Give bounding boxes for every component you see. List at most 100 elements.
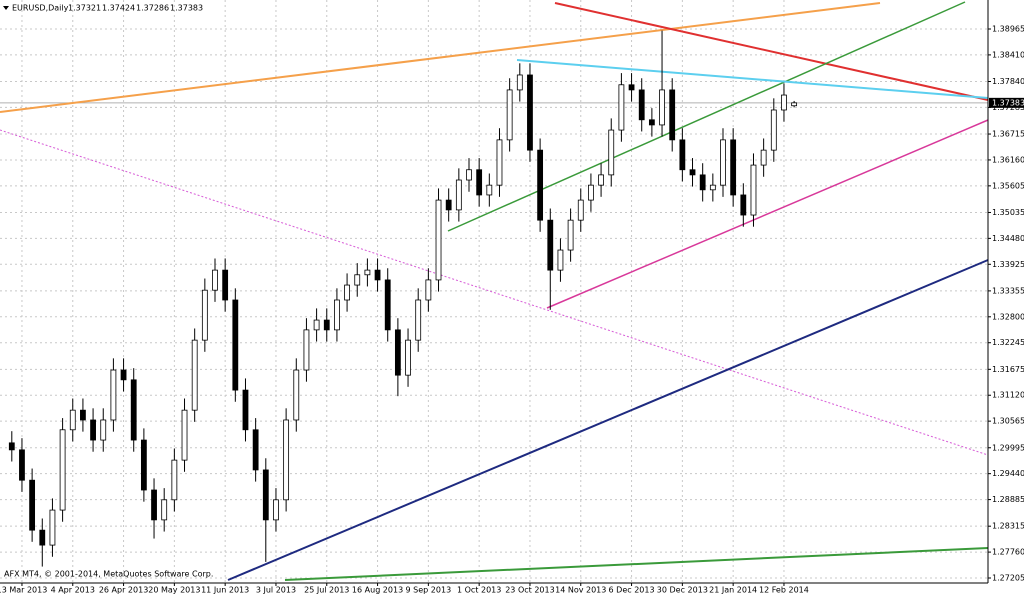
candle-body [212, 269, 218, 291]
high-value: 1.37424 [102, 4, 135, 13]
candle-body [516, 74, 523, 91]
y-tick-label: 1.28885 [992, 495, 1024, 504]
candle-body [638, 89, 645, 121]
candle-body [527, 74, 533, 151]
candle-body [364, 269, 371, 276]
candle-body [334, 299, 340, 331]
x-tick-label: 16 Aug 2013 [352, 586, 403, 595]
candle-body [222, 269, 229, 301]
y-tick-label: 1.31120 [992, 391, 1024, 400]
candle-body [39, 529, 46, 546]
close-value: 1.37383 [170, 4, 203, 13]
candle-body [232, 299, 239, 391]
candle-body [181, 409, 188, 461]
candle-body [760, 149, 767, 166]
candle-body [669, 89, 676, 141]
x-tick-label: 26 Apr 2013 [99, 586, 148, 595]
candle-body [588, 184, 594, 201]
trend-lines [0, 1, 989, 581]
y-tick-label: 1.38965 [992, 24, 1024, 33]
candle-body [161, 499, 168, 521]
candle-body [689, 169, 696, 176]
candle-body [547, 219, 554, 271]
candle-body [608, 129, 615, 176]
candle-body [506, 89, 513, 141]
candle-body [120, 369, 127, 381]
candle-body [791, 102, 798, 107]
x-tick-label: 1 Oct 2013 [457, 586, 501, 595]
y-tick-label: 1.35035 [992, 208, 1024, 217]
candle-body [191, 339, 198, 411]
y-tick-label: 1.35605 [992, 181, 1024, 190]
candle-body [740, 194, 747, 216]
candle-body [770, 109, 777, 151]
y-tick-label: 1.36715 [992, 130, 1024, 139]
x-tick-label: 3 Jul 2013 [256, 586, 296, 595]
x-tick-label: 23 Oct 2013 [505, 586, 554, 595]
candle-body [151, 489, 157, 521]
candle-body [486, 184, 493, 196]
candle-body [59, 429, 66, 511]
x-tick-label: 14 Nov 2013 [555, 586, 606, 595]
open-value: 1.37321 [68, 4, 101, 13]
candle-body [354, 274, 361, 286]
candle-body [567, 219, 574, 251]
candle-body [598, 174, 604, 186]
y-tick-label: 1.38410 [992, 50, 1024, 59]
y-tick-label: 1.30565 [992, 417, 1024, 426]
x-tick-label: 30 Dec 2013 [657, 586, 708, 595]
chart-title: EURUSD,Daily [12, 4, 69, 13]
y-tick-label: 1.31675 [992, 365, 1024, 374]
candle-body [394, 329, 401, 376]
candle-body [618, 84, 625, 131]
candle-body [628, 84, 635, 91]
candle-body [323, 319, 330, 331]
candle-body [374, 269, 381, 281]
y-tick-label: 1.28315 [992, 522, 1024, 531]
candle-body [445, 199, 452, 211]
candle-body [29, 479, 36, 531]
candle-body [557, 249, 564, 271]
y-tick-label: 1.27205 [992, 574, 1024, 583]
y-tick-label: 1.32245 [992, 338, 1024, 347]
candle-body [293, 369, 300, 421]
candle-body [80, 409, 86, 421]
candle-body [648, 119, 655, 126]
candle-body [242, 389, 249, 431]
candle-body [537, 149, 544, 221]
candle-body [273, 499, 279, 521]
candle-body [303, 329, 310, 371]
trend-line [546, 119, 989, 309]
candle-body [435, 199, 442, 281]
candle-body [781, 94, 787, 111]
candle-body [19, 449, 25, 481]
trend-line [447, 1, 966, 232]
candle-body [140, 439, 147, 491]
candle-body [49, 509, 56, 546]
footer: AFX MT4, © 2001-2014, MetaQuotes Softwar… [4, 570, 213, 579]
candle-body [709, 184, 716, 191]
trend-line [554, 2, 989, 101]
x-tick-label: 25 Jul 2013 [304, 586, 349, 595]
price-box [989, 97, 1024, 108]
header: EURUSD,Daily 1.37321 1.37424 1.37286 1.3… [3, 4, 203, 13]
candles [8, 30, 798, 567]
candle-body [201, 289, 208, 341]
trend-line [516, 59, 989, 99]
collapse-icon [3, 6, 9, 10]
candle-body [384, 279, 391, 331]
candle-body [69, 409, 76, 431]
candle-body [405, 339, 411, 376]
candle-body [659, 89, 665, 126]
candle-body [90, 419, 96, 441]
candle-body [466, 169, 472, 181]
trend-line [227, 259, 989, 581]
candle-body [344, 284, 350, 301]
x-tick-label: 6 Dec 2013 [609, 586, 655, 595]
y-tick-label: 1.29440 [992, 469, 1024, 478]
x-tick-label: 13 Mar 2013 [0, 586, 47, 595]
x-tick-label: 20 May 2013 [148, 586, 200, 595]
candle-body [496, 139, 503, 186]
candle-body [313, 319, 320, 331]
